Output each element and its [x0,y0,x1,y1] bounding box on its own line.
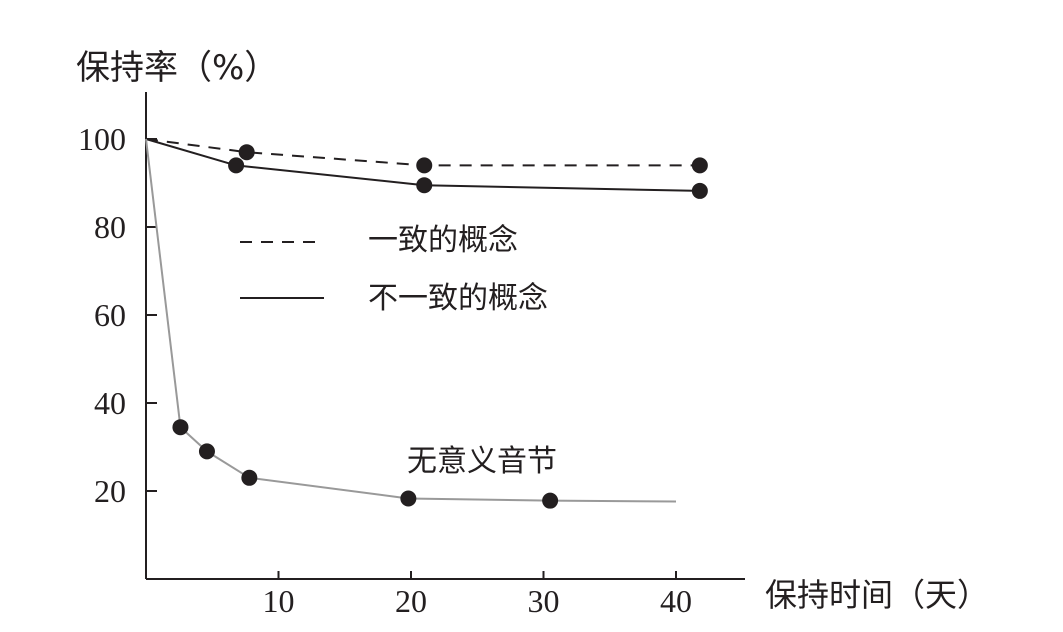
tick-group: 10 20 30 40 20 40 60 80 100 [78,121,692,619]
x-tick-label: 30 [528,583,560,619]
data-point-nonsense-syllables [400,490,417,507]
x-tick-label: 20 [395,583,427,619]
y-axis-title: 保持率（%） [76,48,278,88]
legend-label-inconsistent: 不一致的概念 [368,281,548,316]
axes: 保持率（%） 保持时间（天） [76,48,989,614]
legend-label-consistent: 一致的概念 [368,223,518,258]
x-tick-label: 10 [263,583,295,619]
data-point-consistent [691,157,708,174]
series-label-nonsense-syllables: 无意义音节 [407,444,557,479]
x-axis-title: 保持时间（天） [765,576,989,614]
data-point-consistent [416,157,433,174]
series-line-inconsistent [145,138,700,192]
series-line-consistent [145,138,700,167]
legend: 一致的概念 不一致的概念 [240,223,548,316]
y-tick-label: 40 [94,385,126,421]
y-tick-label: 100 [78,121,126,157]
x-tick-label: 40 [660,583,692,619]
y-tick-label: 20 [94,473,126,509]
data-point-nonsense-syllables [172,419,189,436]
data-point-nonsense-syllables [241,469,258,486]
y-tick-label: 80 [94,209,126,245]
data-point-nonsense-syllables [542,492,559,509]
data-point-inconsistent [228,157,245,174]
data-point-inconsistent [416,177,433,194]
data-point-consistent [238,144,255,161]
y-tick-label: 60 [94,297,126,333]
series-markers [172,144,708,509]
data-point-inconsistent [691,182,708,199]
data-point-nonsense-syllables [198,443,215,460]
